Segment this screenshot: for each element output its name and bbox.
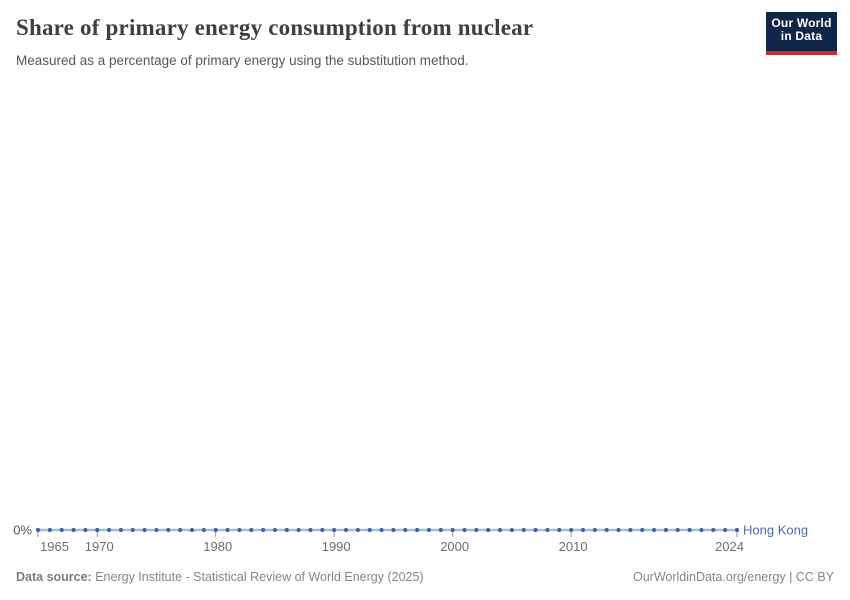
data-point[interactable] — [166, 527, 171, 533]
data-point[interactable] — [497, 527, 503, 533]
data-point[interactable] — [35, 527, 41, 533]
data-point[interactable] — [142, 527, 147, 533]
data-point[interactable] — [687, 527, 692, 533]
data-point[interactable] — [249, 527, 254, 533]
data-point[interactable] — [308, 527, 313, 533]
data-point[interactable] — [391, 527, 396, 533]
x-tick-label: 1980 — [203, 539, 232, 554]
data-point[interactable] — [237, 527, 242, 533]
data-point[interactable] — [189, 527, 195, 533]
data-point[interactable] — [154, 527, 159, 533]
data-point[interactable] — [723, 527, 728, 533]
data-point[interactable] — [403, 527, 408, 533]
data-point[interactable] — [379, 527, 384, 533]
attribution: OurWorldinData.org/energy | CC BY — [632, 570, 834, 584]
data-source-value: Energy Institute - Statistical Review of… — [91, 570, 424, 584]
x-tick-label: 1965 — [40, 539, 69, 554]
data-point[interactable] — [462, 527, 467, 533]
x-tick-label: 2010 — [559, 539, 588, 554]
y-axis-zero-label: 0% — [13, 523, 32, 538]
data-point[interactable] — [415, 527, 420, 533]
data-point[interactable] — [569, 527, 574, 533]
data-point[interactable] — [699, 527, 704, 533]
chart-subtitle: Measured as a percentage of primary ener… — [16, 53, 469, 68]
data-point[interactable] — [332, 527, 337, 533]
data-source-label: Data source: — [16, 570, 92, 584]
x-tick-label: 2000 — [440, 539, 469, 554]
data-point[interactable] — [628, 527, 633, 533]
series-label[interactable]: Hong Kong — [743, 523, 808, 538]
data-point[interactable] — [580, 527, 586, 533]
x-tick-label: 1970 — [85, 539, 114, 554]
data-point[interactable] — [438, 527, 443, 533]
data-point[interactable] — [675, 527, 680, 533]
data-point[interactable] — [533, 527, 538, 533]
data-point[interactable] — [296, 527, 301, 533]
data-point[interactable] — [261, 527, 266, 533]
data-point[interactable] — [213, 527, 218, 533]
data-point[interactable] — [225, 527, 230, 533]
data-point[interactable] — [71, 527, 76, 533]
data-source: Data source: Energy Institute - Statisti… — [16, 569, 424, 585]
x-tick-label: 2024 — [715, 539, 744, 554]
data-point[interactable] — [284, 527, 289, 533]
data-point[interactable] — [509, 527, 514, 533]
owid-logo-line1: Our World — [771, 15, 832, 30]
data-point[interactable] — [118, 527, 124, 533]
data-point[interactable] — [604, 527, 609, 533]
data-point[interactable] — [47, 527, 52, 533]
owid-logo-line2: in Data — [780, 28, 823, 43]
data-point[interactable] — [201, 527, 206, 533]
data-point[interactable] — [486, 527, 491, 533]
data-point[interactable] — [640, 527, 645, 533]
data-point[interactable] — [83, 527, 88, 533]
data-point[interactable] — [178, 527, 183, 533]
data-point[interactable] — [651, 527, 657, 533]
data-point[interactable] — [59, 527, 64, 533]
data-point[interactable] — [272, 527, 278, 533]
chart-footer: Data source: Energy Institute - Statisti… — [16, 569, 834, 585]
x-tick-label: 1990 — [322, 539, 351, 554]
data-point[interactable] — [450, 527, 455, 533]
data-point[interactable] — [521, 527, 526, 533]
data-point[interactable] — [734, 527, 740, 533]
data-point[interactable] — [474, 527, 479, 533]
data-point[interactable] — [355, 527, 360, 533]
data-point[interactable] — [367, 527, 372, 533]
data-point[interactable] — [106, 527, 112, 533]
data-point[interactable] — [592, 527, 597, 533]
data-point[interactable] — [343, 527, 349, 533]
data-point[interactable] — [95, 527, 100, 533]
data-point[interactable] — [711, 527, 716, 533]
data-point[interactable] — [616, 527, 621, 533]
data-point[interactable] — [320, 527, 325, 533]
data-point[interactable] — [426, 527, 432, 533]
data-point[interactable] — [545, 527, 550, 533]
data-point[interactable] — [557, 527, 562, 533]
chart-title: Share of primary energy consumption from… — [16, 15, 534, 40]
data-point[interactable] — [663, 527, 669, 533]
data-point[interactable] — [130, 527, 135, 533]
owid-logo[interactable]: Our World in Data — [766, 12, 837, 55]
